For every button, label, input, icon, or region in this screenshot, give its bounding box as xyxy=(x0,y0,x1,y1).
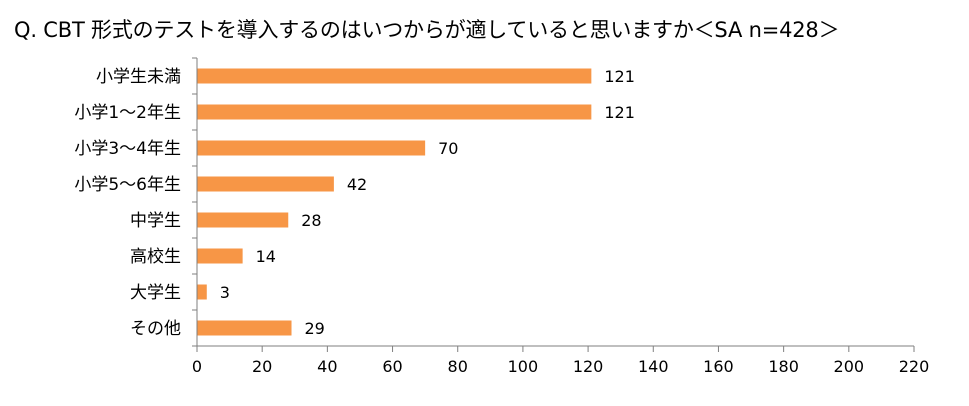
value-label-5: 14 xyxy=(256,247,276,266)
x-tick-label-4: 80 xyxy=(448,357,468,376)
value-label-4: 28 xyxy=(301,211,321,230)
x-tick-label-10: 200 xyxy=(834,357,865,376)
x-tick-label-5: 100 xyxy=(508,357,539,376)
x-tick-label-0: 0 xyxy=(192,357,202,376)
x-tick-label-1: 20 xyxy=(252,357,272,376)
bar-6 xyxy=(197,284,207,300)
x-tick-label-3: 60 xyxy=(382,357,402,376)
value-label-7: 29 xyxy=(305,319,325,338)
category-label-3: 小学5～6年生 xyxy=(74,175,181,195)
x-tick-label-8: 160 xyxy=(703,357,734,376)
x-tick-label-2: 40 xyxy=(317,357,337,376)
bar-5 xyxy=(197,248,243,264)
category-label-4: 中学生 xyxy=(130,211,181,231)
x-tick-label-11: 220 xyxy=(899,357,930,376)
category-label-5: 高校生 xyxy=(130,247,181,267)
value-label-0: 121 xyxy=(604,67,635,86)
category-label-6: 大学生 xyxy=(130,283,181,303)
x-tick-label-7: 140 xyxy=(638,357,669,376)
category-label-2: 小学3～4年生 xyxy=(74,139,181,159)
category-label-1: 小学1～2年生 xyxy=(74,103,181,123)
value-label-2: 70 xyxy=(438,139,458,158)
bar-1 xyxy=(197,104,592,120)
x-tick-label-6: 120 xyxy=(573,357,604,376)
category-label-0: 小学生未満 xyxy=(96,67,181,87)
value-label-1: 121 xyxy=(604,103,635,122)
bar-3 xyxy=(197,176,334,192)
bar-2 xyxy=(197,140,426,156)
value-label-6: 3 xyxy=(220,283,230,302)
bar-7 xyxy=(197,320,292,336)
value-label-3: 42 xyxy=(347,175,367,194)
x-tick-label-9: 180 xyxy=(768,357,799,376)
bar-4 xyxy=(197,212,289,228)
bar-0 xyxy=(197,68,592,84)
chart-title: Q. CBT 形式のテストを導入するのはいつからが適していると思いますか＜SA … xyxy=(14,18,840,42)
category-label-7: その他 xyxy=(130,319,181,339)
